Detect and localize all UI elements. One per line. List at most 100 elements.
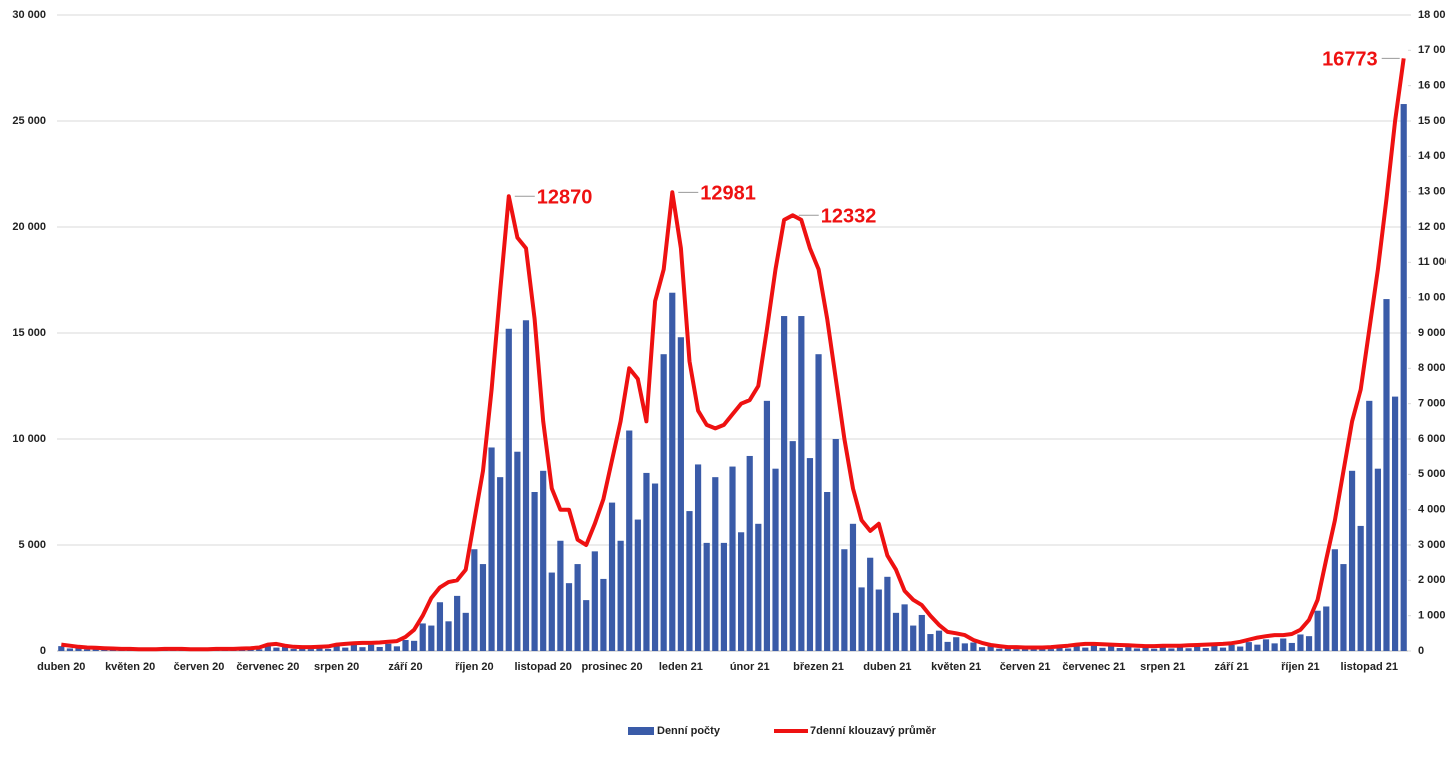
- bar: [824, 492, 831, 651]
- bar: [1202, 648, 1209, 651]
- bar: [677, 337, 684, 651]
- data-label: 12332: [821, 206, 877, 228]
- bar: [522, 320, 530, 651]
- x-tick-label: červenec 21: [1062, 661, 1125, 673]
- bar: [651, 483, 659, 651]
- bar: [1305, 636, 1313, 651]
- x-tick-label: říjen 20: [455, 661, 494, 673]
- bar: [1004, 648, 1011, 651]
- bar: [1348, 470, 1356, 651]
- y2-tick-label: 8 000: [1418, 362, 1446, 374]
- bar: [892, 612, 900, 651]
- data-label: 12981: [700, 183, 756, 205]
- bar: [350, 644, 357, 651]
- bar: [393, 646, 400, 651]
- bar: [703, 542, 710, 651]
- bar: [1082, 647, 1089, 651]
- bar: [996, 648, 1003, 651]
- bar: [1185, 648, 1192, 651]
- data-label: 12870: [537, 187, 593, 209]
- bar: [1116, 648, 1123, 651]
- bar: [712, 477, 719, 651]
- x-tick-label: listopad 20: [514, 661, 571, 673]
- bar: [1099, 647, 1106, 651]
- y2-tick-label: 12 000: [1418, 221, 1446, 233]
- bar: [75, 647, 82, 651]
- x-tick-label: srpen 21: [1140, 661, 1185, 673]
- bar: [497, 477, 504, 651]
- y-tick-label: 10 000: [12, 433, 46, 445]
- y-tick-label: 15 000: [12, 327, 46, 339]
- y2-tick-label: 0: [1418, 645, 1424, 657]
- bar: [738, 532, 745, 651]
- bar: [1211, 645, 1218, 651]
- bar: [849, 523, 857, 651]
- bar: [720, 542, 727, 651]
- bar: [806, 458, 814, 651]
- bar: [436, 602, 444, 651]
- x-tick-label: prosinec 20: [581, 661, 642, 673]
- x-tick-label: červen 21: [1000, 661, 1051, 673]
- bar: [634, 519, 641, 651]
- x-tick-label: září 20: [388, 661, 422, 673]
- bar: [316, 647, 323, 651]
- bar: [746, 455, 753, 651]
- bar: [858, 587, 865, 651]
- y2-tick-label: 5 000: [1418, 468, 1446, 480]
- bar: [307, 649, 314, 651]
- bar: [910, 625, 917, 651]
- bar: [1262, 639, 1270, 651]
- bar: [299, 648, 306, 651]
- x-tick-label: květen 21: [931, 661, 981, 673]
- x-tick-label: září 21: [1214, 661, 1248, 673]
- bar: [884, 576, 891, 651]
- bar: [1039, 648, 1046, 651]
- bar: [583, 600, 590, 651]
- bar: [1021, 648, 1029, 651]
- bar: [875, 589, 882, 651]
- bar: [1374, 468, 1381, 651]
- legend-label: 7denní klouzavý průměr: [810, 725, 937, 737]
- y-tick-label: 5 000: [18, 539, 46, 551]
- y2-tick-label: 10 000: [1418, 292, 1446, 304]
- x-tick-label: říjen 21: [1281, 661, 1320, 673]
- bar: [608, 502, 616, 651]
- x-tick-label: únor 21: [730, 661, 770, 673]
- bar: [548, 572, 555, 651]
- y-tick-label: 30 000: [12, 9, 46, 21]
- bar: [1168, 648, 1175, 651]
- x-tick-label: duben 20: [37, 661, 85, 673]
- bar: [867, 557, 874, 651]
- bar: [1228, 644, 1235, 651]
- bar: [1142, 647, 1149, 651]
- bar: [376, 646, 383, 651]
- bar: [1073, 646, 1080, 651]
- x-tick-label: červen 20: [174, 661, 225, 673]
- bar: [565, 583, 573, 651]
- y2-tick-label: 6 000: [1418, 433, 1446, 445]
- moving-average-line: [61, 58, 1406, 652]
- bar: [1340, 564, 1347, 651]
- bar: [479, 564, 487, 651]
- x-tick-label: červenec 20: [236, 661, 299, 673]
- bar: [1366, 400, 1373, 651]
- bar: [1383, 299, 1390, 651]
- bar: [815, 354, 822, 651]
- bar: [428, 625, 435, 651]
- bar: [1297, 634, 1304, 651]
- bar: [256, 649, 263, 651]
- bar: [832, 439, 839, 651]
- y2-tick-label: 1 000: [1418, 610, 1446, 622]
- bar: [445, 621, 452, 651]
- bar: [324, 648, 332, 651]
- bar: [626, 430, 633, 651]
- y2-tick-label: 17 000: [1418, 44, 1446, 56]
- bar: [789, 441, 796, 651]
- bar: [1056, 647, 1063, 651]
- bar: [617, 540, 624, 651]
- bar: [471, 549, 478, 651]
- bar: [755, 523, 762, 651]
- x-tick-label: květen 20: [105, 661, 155, 673]
- bar: [1065, 648, 1072, 651]
- y2-tick-label: 3 000: [1418, 539, 1446, 551]
